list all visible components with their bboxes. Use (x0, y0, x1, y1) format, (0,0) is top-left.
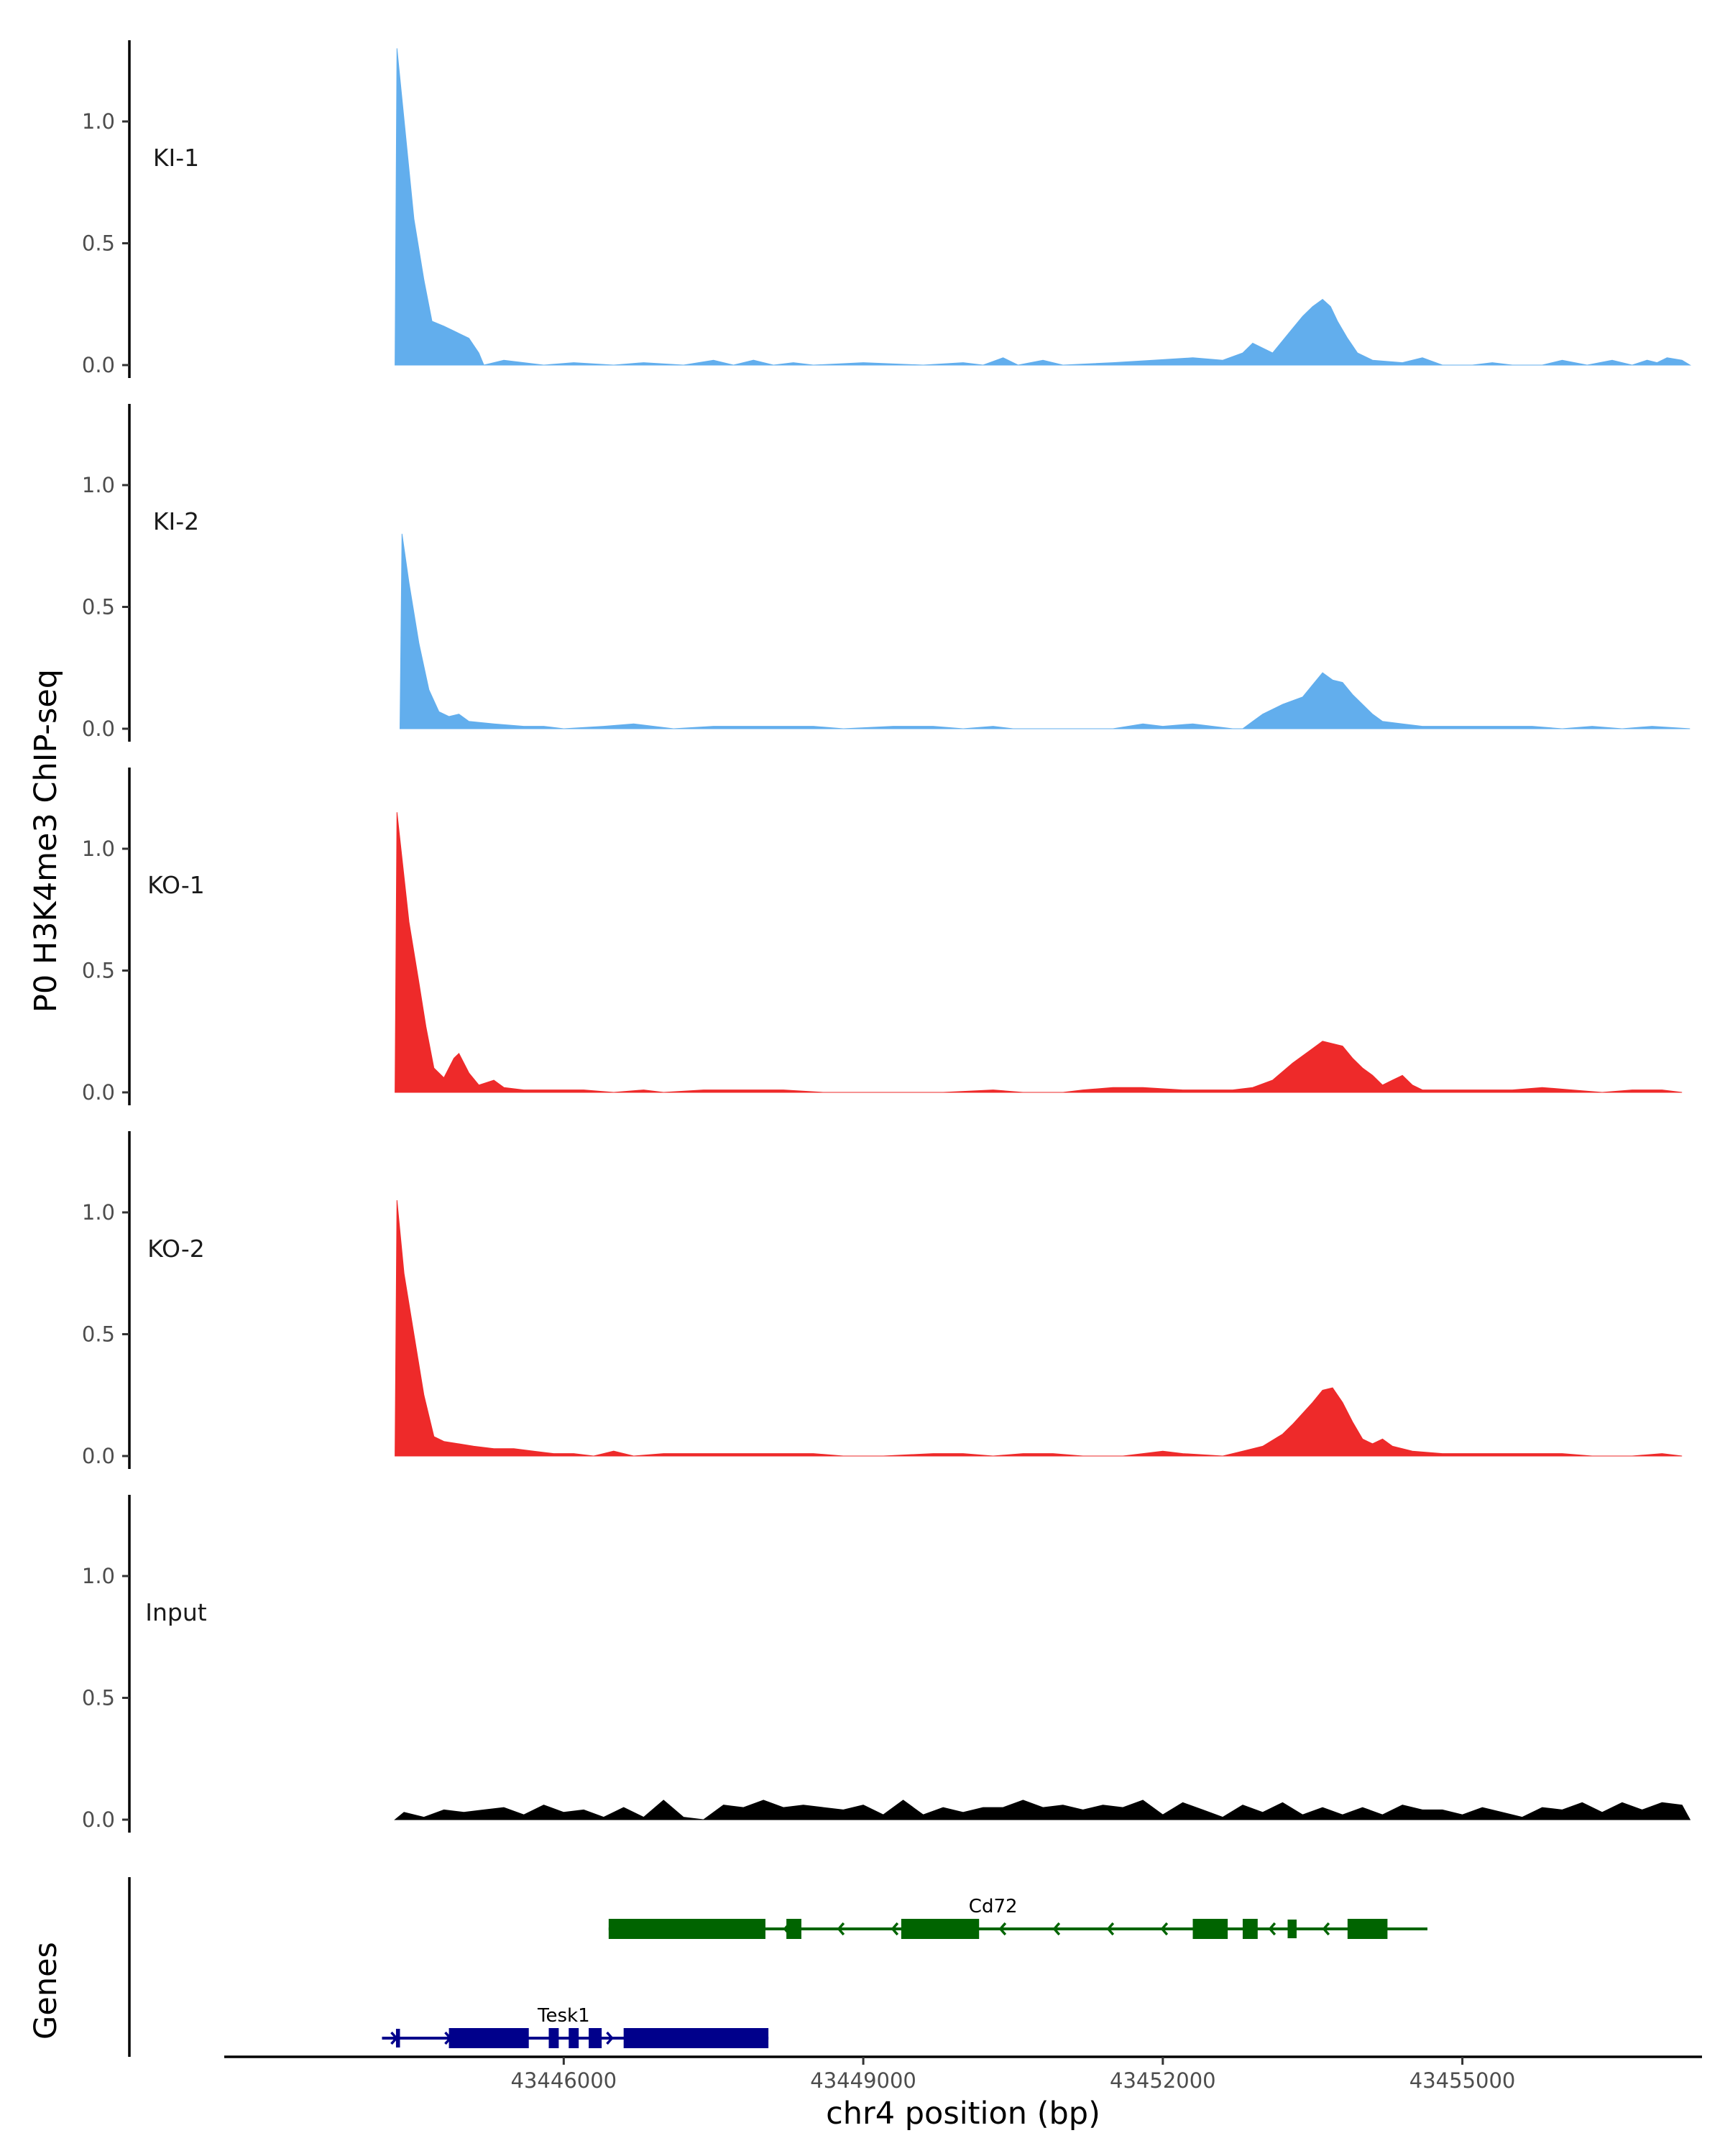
strand-arrow (837, 1922, 845, 1936)
y-tick-label: 0.0 (82, 1807, 115, 1832)
track-input: 0.0 0.5 1.0 Input (82, 1495, 1691, 1833)
strand-arrow (1052, 1922, 1061, 1936)
y-tick-label: 1.0 (82, 1200, 115, 1225)
strand-arrow (1160, 1922, 1169, 1936)
y-tick-label: 1.0 (82, 1564, 115, 1588)
x-tick-label: 43455000 (1409, 2068, 1516, 2093)
genes-panel-title: Genes (28, 1942, 64, 2040)
track-ki-1: 0.0 0.5 1.0 KI-1 (82, 40, 1692, 378)
strand-arrow (998, 1922, 1007, 1936)
x-axis: 43446000 43449000 43452000 43455000 (224, 2055, 1702, 2093)
gene-exon (589, 2028, 602, 2048)
track-ko-2: 0.0 0.5 1.0 KO-2 (82, 1131, 1683, 1469)
y-tick-label: 1.0 (82, 109, 115, 134)
gene-label: Cd72 (969, 1896, 1018, 1917)
gene-exon (395, 2029, 400, 2047)
y-axis-title: P0 H3K4me3 ChIP-seq (28, 669, 64, 1013)
track-label: KI-1 (153, 144, 199, 172)
gene-exon (1192, 1919, 1228, 1939)
signal-area (395, 1199, 1683, 1457)
track-label: KI-2 (153, 507, 199, 535)
strand-arrow (1268, 1922, 1276, 1936)
gene-exon (1287, 1920, 1297, 1938)
gene-cd72: Cd72 (608, 1896, 1427, 1939)
x-tick-label: 43452000 (1110, 2068, 1216, 2093)
y-tick-label: 1.0 (82, 837, 115, 861)
x-axis-title: chr4 position (bp) (826, 2096, 1100, 2132)
gene-label: Tesk1 (537, 2005, 590, 2027)
x-tick-label: 43449000 (810, 2068, 916, 2093)
y-tick-label: 0.5 (82, 959, 115, 983)
gene-exon (786, 1919, 801, 1939)
track-ki-2: 0.0 0.5 1.0 KI-2 (82, 404, 1690, 742)
y-tick-label: 0.0 (82, 1080, 115, 1105)
signal-area (395, 48, 1692, 366)
strand-arrow (891, 1922, 899, 1936)
signal-area (394, 1800, 1691, 1820)
y-tick-label: 0.5 (82, 1686, 115, 1710)
strand-arrow (1106, 1922, 1115, 1936)
strand-arrow (1322, 1922, 1330, 1936)
gene-exon (623, 2028, 769, 2048)
gene-exon (448, 2028, 529, 2048)
y-tick-label: 0.0 (82, 717, 115, 741)
track-label: KO-2 (147, 1235, 205, 1263)
gene-exon (1242, 1919, 1258, 1939)
y-tick-label: 0.5 (82, 231, 115, 256)
y-tick-label: 0.5 (82, 1322, 115, 1347)
track-label: KO-1 (147, 871, 205, 899)
y-tick-label: 0.5 (82, 595, 115, 619)
y-tick-label: 0.0 (82, 1444, 115, 1468)
gene-exon (569, 2028, 579, 2048)
signal-area (395, 812, 1683, 1093)
y-tick-label: 1.0 (82, 473, 115, 497)
track-ko-1: 0.0 0.5 1.0 KO-1 (82, 768, 1683, 1105)
gene-exon (608, 1919, 765, 1939)
x-tick-label: 43446000 (511, 2068, 617, 2093)
strand-arrow (606, 2031, 614, 2045)
y-tick-label: 0.0 (82, 353, 115, 377)
track-label: Input (145, 1598, 207, 1626)
gene-annotation-panel: Cd72 Tesk1 (128, 1877, 1427, 2057)
signal-area (399, 533, 1690, 729)
gene-exon (1347, 1919, 1388, 1939)
gene-exon (548, 2028, 559, 2048)
tracks-layer: 0.00.51.0KI-10.00.51.0KI-20.00.51.0KO-10… (82, 40, 1692, 1833)
gene-exon (901, 1919, 980, 1939)
gene-tesk1: Tesk1 (382, 2005, 769, 2048)
